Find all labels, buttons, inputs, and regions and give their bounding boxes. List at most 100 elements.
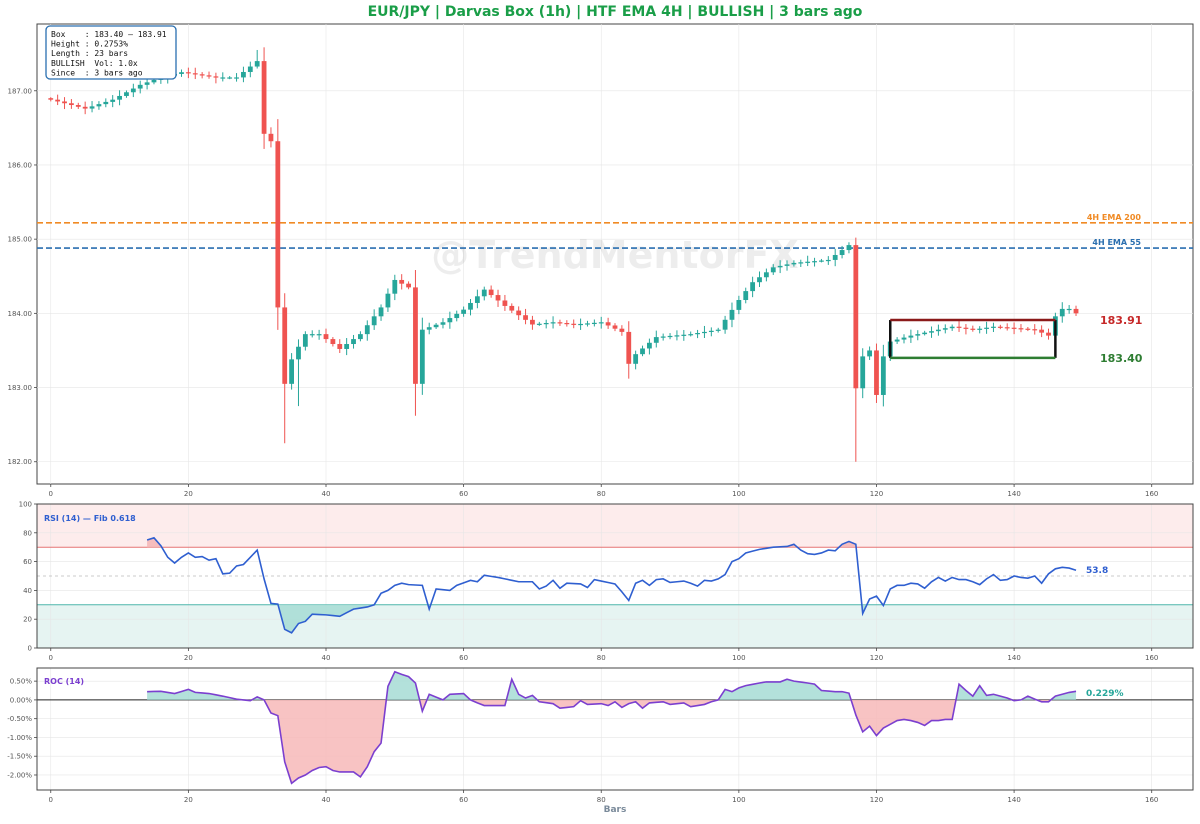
candle-body bbox=[729, 309, 735, 320]
candle-body bbox=[309, 334, 315, 336]
candle-body bbox=[144, 82, 150, 85]
candle-body bbox=[564, 323, 570, 325]
price-panel: 182.00 183.00 184.00 185.00 186.00 187.00 0 20… bbox=[8, 23, 1194, 498]
y-tick-label: 186.00 bbox=[8, 161, 33, 169]
candle-body bbox=[323, 334, 329, 340]
candle-body bbox=[956, 326, 962, 328]
rsi-line bbox=[146, 536, 1077, 634]
candle-body bbox=[846, 245, 852, 251]
candle-body bbox=[358, 334, 363, 340]
x-tick-label: 20 bbox=[184, 796, 193, 804]
candle-body bbox=[296, 346, 301, 360]
candle-body bbox=[440, 322, 446, 325]
candle-body bbox=[385, 293, 391, 308]
rsi-last-value: 53.8 bbox=[1086, 566, 1108, 576]
candle-body bbox=[936, 329, 941, 332]
roc-label: ROC (14) bbox=[44, 677, 84, 686]
candle-body bbox=[399, 279, 405, 284]
candle-body bbox=[1073, 308, 1079, 314]
price-grid bbox=[37, 24, 1193, 484]
x-tick-label: 40 bbox=[322, 796, 331, 804]
candle-body bbox=[819, 260, 824, 262]
candle-body bbox=[447, 318, 453, 323]
roc-positive-fill bbox=[147, 689, 244, 700]
candle-body bbox=[550, 322, 556, 324]
x-tick-label: 140 bbox=[1007, 490, 1020, 498]
candle-body bbox=[289, 359, 294, 384]
candle-body bbox=[227, 77, 233, 79]
x-tick-label: 60 bbox=[459, 490, 468, 498]
candle-body bbox=[344, 344, 350, 349]
y-tick-label: 184.00 bbox=[8, 310, 33, 318]
x-tick-label: 100 bbox=[732, 490, 745, 498]
y-tick-label: -0.50% bbox=[7, 715, 32, 723]
candle-body bbox=[282, 307, 288, 384]
candle-body bbox=[530, 319, 535, 325]
candle-body bbox=[1032, 329, 1038, 331]
darvas-box: 183.91 183.40 bbox=[888, 314, 1143, 365]
candle-body bbox=[468, 302, 473, 310]
candle-body bbox=[860, 356, 866, 389]
y-tick-label: -1.50% bbox=[7, 753, 32, 761]
rsi-grid bbox=[37, 503, 1193, 649]
candle-body bbox=[619, 328, 625, 332]
candle-body bbox=[681, 334, 687, 336]
candle-body bbox=[791, 262, 797, 265]
x-tick-label: 60 bbox=[459, 796, 468, 804]
x-tick-label: 0 bbox=[49, 796, 53, 804]
candle-body bbox=[922, 332, 928, 335]
roc-line bbox=[147, 670, 1077, 785]
candle-body bbox=[151, 79, 157, 83]
candle-body bbox=[708, 330, 714, 332]
candle-body bbox=[674, 335, 680, 337]
y-tick-label: 0.50% bbox=[10, 678, 33, 686]
candle-body bbox=[591, 322, 597, 325]
candle-body bbox=[688, 334, 694, 336]
candle-body bbox=[543, 323, 549, 325]
candle-body bbox=[234, 77, 239, 79]
x-tick-label: 120 bbox=[870, 654, 883, 662]
info-box-line: Length : 23 bars bbox=[51, 49, 128, 58]
info-box-frame bbox=[45, 25, 177, 80]
candle-body bbox=[268, 133, 274, 142]
candle-body bbox=[1025, 328, 1031, 330]
candle-body bbox=[647, 342, 652, 349]
candle-body bbox=[523, 315, 528, 320]
candle-body bbox=[929, 331, 934, 333]
rsi-zones bbox=[37, 504, 1193, 648]
x-tick-label: 140 bbox=[1007, 796, 1020, 804]
ema-lines: 4H EMA 200 4H EMA 55 bbox=[37, 213, 1193, 249]
candle-body bbox=[1059, 308, 1065, 317]
x-tick-label: 140 bbox=[1007, 654, 1020, 662]
candle-body bbox=[605, 322, 611, 326]
candle-body bbox=[743, 291, 749, 300]
candle-body bbox=[970, 328, 976, 330]
candle-body bbox=[536, 323, 542, 325]
x-tick-label: 160 bbox=[1145, 490, 1158, 498]
candle-body bbox=[695, 333, 700, 335]
candle-body bbox=[433, 324, 439, 328]
candle-body bbox=[585, 323, 590, 325]
candle-body bbox=[316, 334, 322, 336]
candle-body bbox=[612, 325, 618, 329]
info-box-line: Since : 3 bars ago bbox=[51, 68, 143, 77]
candle-body bbox=[1039, 329, 1045, 333]
candle-body bbox=[1046, 332, 1051, 336]
darvas-top-label: 183.91 bbox=[1100, 314, 1142, 327]
candle-body bbox=[880, 356, 886, 395]
roc-panel: 0.50% 0.00% -0.50% -1.00% -1.50% -2.00% 0 20 40… bbox=[7, 667, 1194, 815]
candle-body bbox=[598, 322, 604, 324]
x-tick-label: 120 bbox=[870, 490, 883, 498]
y-tick-label: 185.00 bbox=[8, 236, 33, 244]
candle-body bbox=[110, 99, 116, 102]
candle-body bbox=[633, 354, 639, 364]
roc-fills bbox=[147, 671, 1077, 784]
candle-body bbox=[75, 105, 81, 107]
candle-body bbox=[495, 295, 501, 301]
candle-body bbox=[571, 323, 577, 325]
rsi-overbought-zone bbox=[37, 504, 1193, 548]
y-tick-label: 183.00 bbox=[8, 384, 33, 392]
candle-body bbox=[96, 104, 102, 107]
y-tick-label: 100 bbox=[19, 501, 32, 509]
candle-body bbox=[55, 99, 61, 102]
